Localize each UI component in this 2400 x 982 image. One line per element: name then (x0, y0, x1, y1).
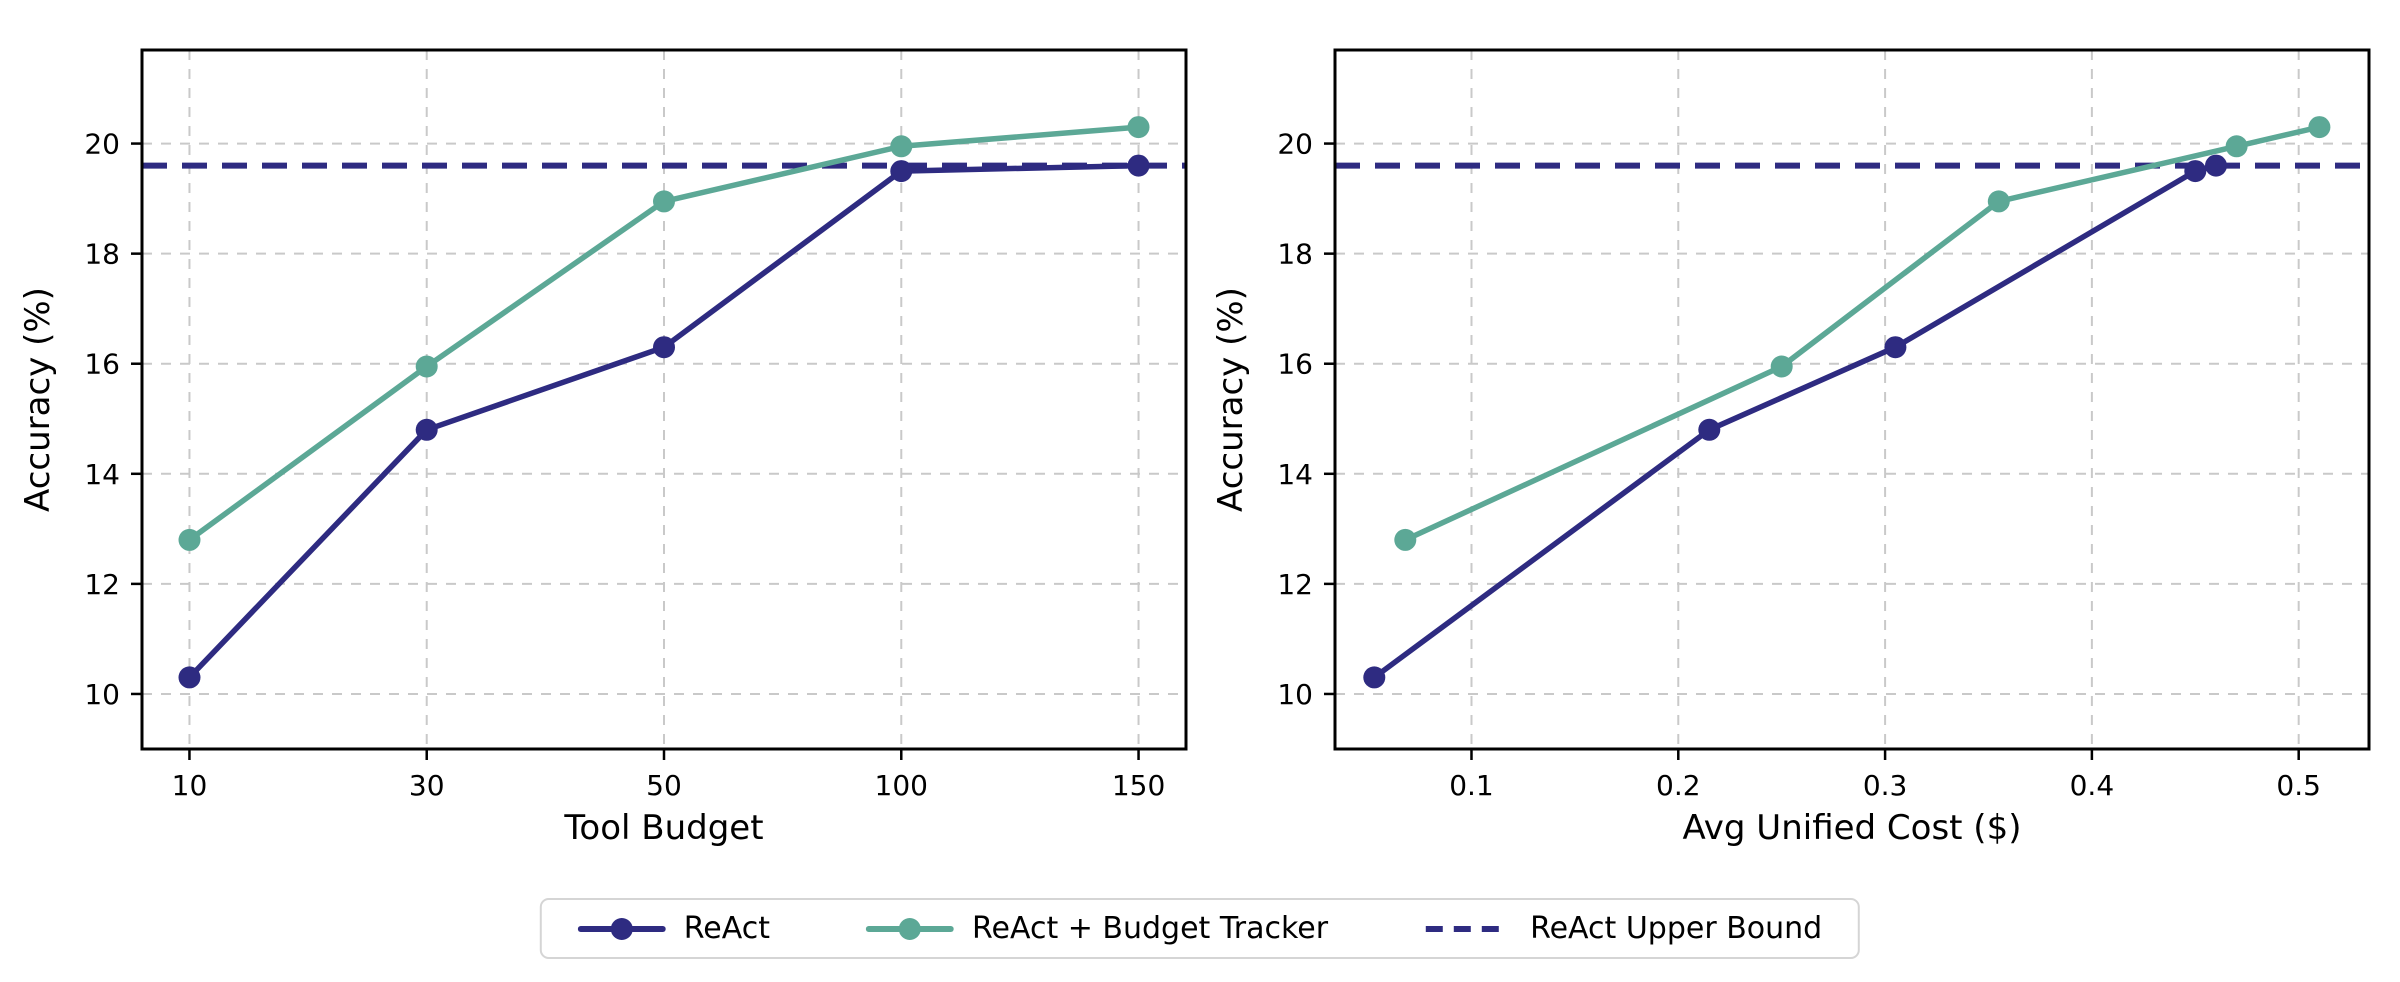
legend-item-react-budget-tracker: ReAct + Budget Tracker (866, 911, 1328, 946)
legend-item-react: ReAct (577, 911, 771, 946)
y-axis-label: Accuracy (%) (18, 287, 58, 512)
data-point-react-budget-tracker (178, 528, 201, 551)
y-tick-label: 20 (1277, 128, 1313, 161)
y-tick-label: 14 (84, 458, 120, 491)
data-point-react-budget-tracker (890, 135, 913, 158)
y-tick-label: 12 (84, 568, 120, 601)
data-point-react-budget-tracker (1394, 528, 1417, 551)
data-point-react-budget-tracker (1770, 355, 1793, 378)
y-tick-label: 18 (84, 238, 120, 271)
legend-item-label: ReAct + Budget Tracker (972, 911, 1329, 946)
x-tick-label: 0.4 (2070, 769, 2115, 802)
legend-item-label: ReAct (683, 911, 771, 946)
legend-line-marker-icon (866, 917, 955, 940)
legend: ReAct ReAct + Budget Tracker ReAct Upper B… (539, 898, 1861, 959)
data-point-react (1884, 336, 1907, 359)
legend-dashed-line-icon (1426, 925, 1511, 932)
data-point-react (178, 666, 201, 689)
y-tick-label: 18 (1277, 238, 1313, 271)
data-point-react (890, 160, 913, 183)
y-tick-label: 16 (84, 348, 120, 381)
data-point-react-budget-tracker (653, 190, 675, 213)
data-point-react (2205, 154, 2227, 177)
data-point-react-budget-tracker (1127, 116, 1150, 139)
data-point-react (2184, 160, 2207, 183)
x-tick-label: 0.2 (1656, 769, 1701, 802)
x-tick-label: 150 (1112, 769, 1165, 802)
x-axis-label: Tool Budget (563, 808, 763, 848)
x-tick-label: 30 (409, 769, 445, 802)
data-point-react-budget-tracker (2225, 135, 2248, 158)
series-line-react-budget-tracker (1402, 124, 2323, 543)
series-line-react (1371, 162, 2219, 681)
chart-unified-cost: 0.1 0.2 0.3 0.4 0.5 10 12 14 16 18 20 Avg Unified C… (1211, 48, 2371, 848)
legend-item-label: ReAct Upper Bound (1530, 911, 1823, 946)
legend-line-marker-icon (577, 917, 666, 940)
data-point-react-budget-tracker (2308, 116, 2331, 139)
data-point-react (415, 418, 438, 441)
y-tick-label: 10 (84, 678, 120, 711)
data-point-react-budget-tracker (1987, 190, 2010, 213)
x-tick-label: 10 (172, 769, 208, 802)
y-tick-label: 20 (84, 128, 120, 161)
x-tick-label: 0.3 (1863, 769, 1908, 802)
chart-tool-budget: 10 30 50 100 150 10 12 14 16 18 20 Tool Budget Accur… (18, 48, 1188, 848)
data-point-react (653, 336, 675, 359)
data-point-react (1698, 418, 1721, 441)
y-axis-label: Accuracy (%) (1211, 287, 1251, 512)
data-point-react (1127, 154, 1150, 177)
x-tick-label: 50 (646, 769, 682, 802)
x-axis-label: Avg Unified Cost ($) (1683, 808, 2022, 848)
data-point-react (1363, 666, 1386, 689)
y-tick-label: 10 (1277, 678, 1313, 711)
x-tick-label: 0.5 (2276, 769, 2321, 802)
y-tick-label: 14 (1277, 458, 1313, 491)
data-point-react-budget-tracker (415, 355, 438, 378)
x-tick-label: 100 (875, 769, 928, 802)
axes-frame (1333, 48, 2371, 751)
y-tick-label: 12 (1277, 568, 1313, 601)
y-tick-label: 16 (1277, 348, 1313, 381)
x-tick-label: 0.1 (1449, 769, 1494, 802)
legend-item-react-upper-bound: ReAct Upper Bound (1424, 911, 1822, 946)
